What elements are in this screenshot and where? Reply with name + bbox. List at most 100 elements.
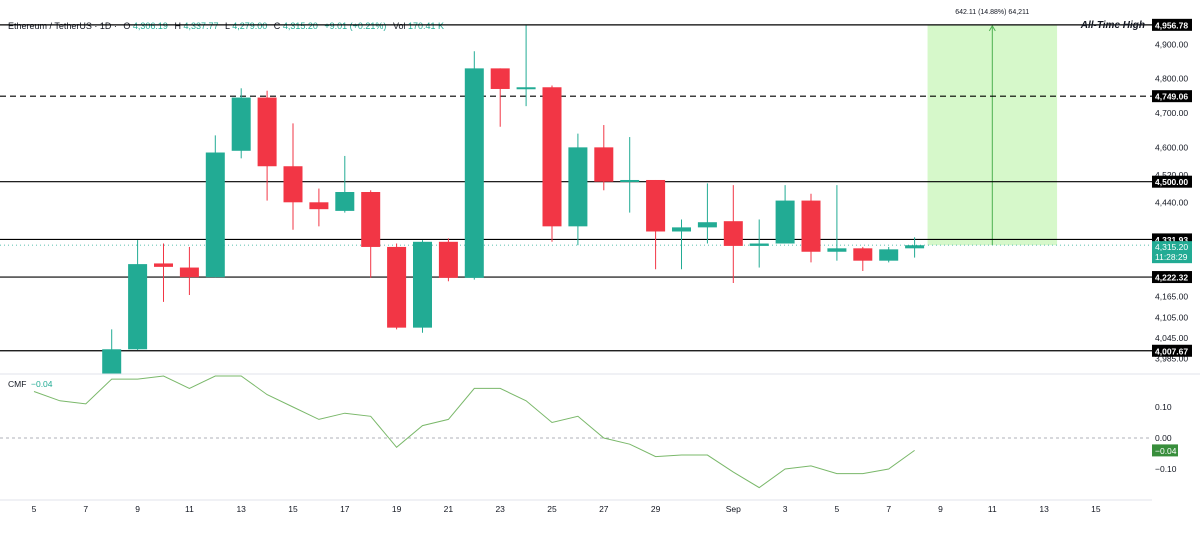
header-low: 4,279.00	[232, 21, 267, 31]
time-tick-13: Sep	[726, 504, 741, 514]
candle-body-19	[594, 147, 614, 182]
cmf-label: CMF	[8, 379, 26, 389]
price-tick-6: 4,600.00	[1155, 142, 1188, 152]
time-tick-2: 9	[135, 504, 140, 514]
cmf-tick-0: 0.10	[1155, 402, 1172, 412]
level-label-3: 4,331.93	[1155, 235, 1188, 245]
price-tick-3: 4,165.00	[1155, 292, 1188, 302]
candle-body-4	[205, 152, 225, 278]
time-tick-4: 13	[236, 504, 246, 514]
candle-body-6	[257, 97, 277, 167]
price-tick-5: 4,520.00	[1155, 170, 1188, 180]
header-low-label: L	[225, 21, 230, 31]
time-tick-11: 27	[599, 504, 609, 514]
candle-body-7	[283, 166, 303, 203]
header-vol-label: Vol	[393, 21, 406, 31]
time-tick-6: 17	[340, 504, 350, 514]
cmf-legend-bg	[6, 378, 56, 390]
header-vol: 170.41 K	[408, 21, 444, 31]
candle-body-2	[154, 263, 173, 267]
header-symbol: Ethereum / TetherUS · 1D ·	[8, 21, 119, 31]
candle-body-27	[801, 200, 821, 252]
header-legend: Ethereum / TetherUS · 1D · O 4,306.19 H …	[8, 21, 444, 31]
current-price-box	[1152, 241, 1192, 264]
level-label-2: 4,500.00	[1155, 177, 1188, 187]
header-high: 4,337.77	[183, 21, 218, 31]
candle-body-30	[879, 249, 899, 261]
candle-body-17	[542, 87, 562, 227]
level-label-box-1	[1152, 90, 1192, 103]
candle-body-28	[827, 248, 847, 252]
time-tick-1: 7	[83, 504, 88, 514]
time-tick-9: 23	[495, 504, 505, 514]
candle-body-5	[231, 97, 251, 151]
cmf-panel-group: CMF −0.04 0.10 0.00 −0.10 −0.04	[0, 373, 1200, 489]
level-labels-group: 4,956.78 4,749.06 4,500.00 4,331.93 4,222.32…	[1152, 18, 1192, 357]
candles-group	[102, 25, 925, 374]
header-close: 4,315.20	[283, 21, 318, 31]
time-tick-19: 13	[1039, 504, 1049, 514]
candle-body-3	[179, 267, 199, 278]
time-tick-8: 21	[444, 504, 454, 514]
time-tick-15: 5	[835, 504, 840, 514]
time-tick-5: 15	[288, 504, 298, 514]
candle-body-1	[128, 264, 148, 350]
candle-body-26	[775, 200, 795, 244]
price-tick-1: 4,045.00	[1155, 333, 1188, 343]
level-label-0: 4,956.78	[1155, 20, 1188, 30]
cmf-axis-box	[1152, 444, 1178, 457]
time-tick-10: 25	[547, 504, 557, 514]
time-tick-20: 15	[1091, 504, 1101, 514]
measure-label: 642.11 (14.88%) 64,211	[955, 9, 1029, 16]
candle-body-0	[102, 349, 122, 374]
price-tick-8: 4,800.00	[1155, 74, 1188, 84]
header-high-label: H	[174, 21, 181, 31]
candle-body-9	[335, 192, 355, 211]
level-label-box-4	[1152, 271, 1192, 284]
level-label-box-2	[1152, 175, 1192, 188]
time-axis-group: 5 7 9 11 13 15 17 19 21 23 25 27 29 Sep 3 5 7 9 11 13 15	[0, 499, 1152, 514]
cmf-axis-label: −0.04	[1155, 446, 1177, 456]
candle-body-15	[490, 68, 510, 89]
time-tick-0: 5	[32, 504, 37, 514]
candle-body-10	[361, 192, 381, 247]
level-label-5: 4,007.67	[1155, 346, 1188, 356]
time-tick-14: 3	[783, 504, 788, 514]
candle-body-22	[672, 227, 691, 232]
candle-body-16	[516, 87, 536, 90]
time-tick-12: 29	[651, 504, 661, 514]
header-change: +9.01 (+0.21%)	[324, 21, 386, 31]
candle-body-11	[387, 246, 407, 328]
candle-body-12	[413, 241, 432, 328]
measure-range-group[interactable]: 642.11 (14.88%) 64,211	[927, 9, 1058, 246]
time-tick-17: 9	[938, 504, 943, 514]
level-label-4: 4,222.32	[1155, 273, 1188, 283]
all-time-high-annotation: All-Time High	[1080, 20, 1145, 31]
time-tick-18: 11	[988, 504, 997, 514]
price-tick-4: 4,440.00	[1155, 197, 1188, 207]
header-open-label: O	[123, 21, 130, 31]
measure-arrow-head	[988, 24, 996, 32]
candle-body-29	[853, 248, 873, 261]
candle-body-21	[646, 179, 666, 232]
candle-body-20	[620, 179, 640, 182]
candle-body-31	[905, 245, 925, 249]
price-tick-9: 4,900.00	[1155, 39, 1188, 49]
candle-body-13	[438, 241, 458, 278]
candle-body-25	[749, 243, 769, 246]
header-open: 4,306.19	[133, 21, 168, 31]
candle-body-18	[568, 147, 588, 227]
cmf-tick-1: 0.00	[1155, 433, 1172, 443]
price-tick-7: 4,700.00	[1155, 108, 1188, 118]
time-tick-3: 11	[185, 504, 194, 514]
cmf-line	[33, 375, 915, 489]
time-tick-16: 7	[886, 504, 891, 514]
candle-body-23	[697, 222, 717, 228]
cmf-value: −0.04	[31, 379, 53, 389]
level-label-1: 4,749.06	[1155, 92, 1188, 102]
cmf-tick-2: −0.10	[1155, 464, 1177, 474]
header-close-label: C	[274, 21, 281, 31]
candle-body-24	[723, 221, 743, 246]
